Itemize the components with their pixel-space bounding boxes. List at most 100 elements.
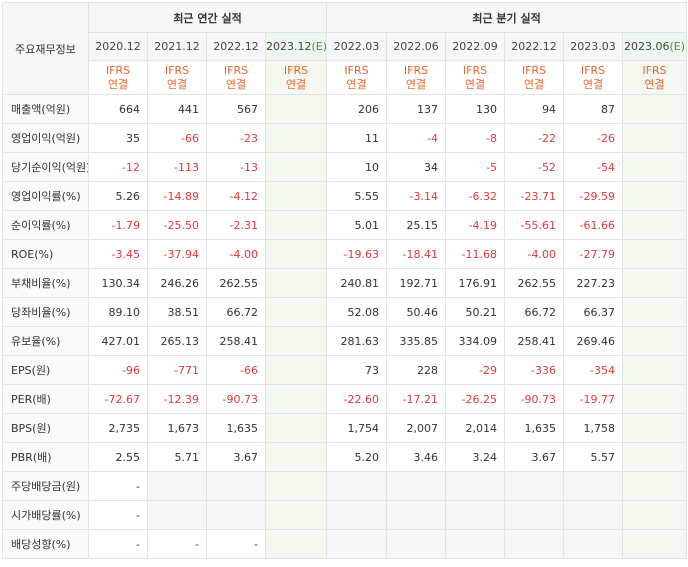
data-cell: -25.50	[147, 210, 207, 240]
data-cell: -90.73	[206, 384, 266, 414]
data-cell	[622, 239, 688, 269]
data-cell: -19.63	[326, 239, 388, 269]
data-cell	[147, 471, 207, 501]
period-label: 2022.06	[393, 40, 439, 53]
period-label: 2023.03	[570, 40, 616, 53]
data-cell: 228	[386, 355, 447, 385]
data-cell: -6.32	[445, 181, 506, 211]
data-cell	[504, 500, 565, 530]
data-cell: 1,758	[563, 413, 624, 443]
data-cell: -11.68	[445, 239, 506, 269]
data-cell	[264, 355, 328, 385]
data-cell	[622, 268, 688, 298]
row-label: 순이익률(%)	[2, 210, 89, 240]
data-cell: 265.13	[147, 326, 207, 356]
data-cell: -66	[147, 123, 207, 153]
data-cell: -336	[504, 355, 565, 385]
period-header: 2022.06	[386, 32, 447, 61]
data-cell	[386, 471, 447, 501]
table-row: PBR(배) 2.55 5.71 3.67 5.20 3.46 3.24 3.67 5.57	[2, 442, 688, 472]
data-cell	[386, 529, 447, 559]
ifrs-label: IFRS	[521, 63, 547, 77]
row-label: 영업이익률(%)	[2, 181, 89, 211]
period-header: 2023.03	[563, 32, 624, 61]
data-cell: 50.46	[386, 297, 447, 327]
consolidated-label: 연결	[405, 77, 427, 91]
period-header: 2023.12(E)	[264, 32, 328, 61]
data-cell: 130	[445, 94, 506, 124]
data-cell	[264, 210, 328, 240]
data-cell	[504, 529, 565, 559]
data-cell: 5.55	[326, 181, 388, 211]
ifrs-label: IFRS	[403, 63, 429, 77]
data-cell: 52.08	[326, 297, 388, 327]
data-cell	[264, 529, 328, 559]
data-cell: -12.39	[147, 384, 207, 414]
period-header: 2023.06(E)	[622, 32, 688, 61]
data-cell: 5.26	[88, 181, 148, 211]
row-label: 주당배당금(원)	[2, 471, 89, 501]
period-label: 2022.09	[452, 40, 498, 53]
row-label: 매출액(억원)	[2, 94, 89, 124]
data-cell	[445, 471, 506, 501]
data-cell	[622, 297, 688, 327]
data-cell: -96	[88, 355, 148, 385]
table-row: 배당성향(%) - - -	[2, 529, 688, 559]
table-row: ROE(%) -3.45 -37.94 -4.00 -19.63 -18.41 -11.68…	[2, 239, 688, 269]
data-cell: 176.91	[445, 268, 506, 298]
data-cell: 87	[563, 94, 624, 124]
data-cell: 3.67	[504, 442, 565, 472]
data-cell: 334.09	[445, 326, 506, 356]
data-cell	[264, 181, 328, 211]
data-cell: -	[88, 529, 148, 559]
data-cell: 3.67	[206, 442, 266, 472]
data-cell: -113	[147, 152, 207, 182]
data-cell	[504, 471, 565, 501]
data-cell: 335.85	[386, 326, 447, 356]
data-cell	[264, 297, 328, 327]
data-cell: 2,735	[88, 413, 148, 443]
period-label: 2023.12	[266, 40, 312, 53]
data-cell	[622, 181, 688, 211]
consolidated-label: 연결	[582, 77, 604, 91]
data-cell: -54	[563, 152, 624, 182]
data-cell	[264, 471, 328, 501]
data-cell: 1,754	[326, 413, 388, 443]
accounting-standard: IFRS 연결	[622, 60, 688, 95]
data-cell: -27.79	[563, 239, 624, 269]
data-cell: 240.81	[326, 268, 388, 298]
data-cell: -	[206, 529, 266, 559]
data-cell: -23	[206, 123, 266, 153]
data-cell: -14.89	[147, 181, 207, 211]
data-cell	[622, 529, 688, 559]
data-cell: 2,007	[386, 413, 447, 443]
data-cell	[622, 413, 688, 443]
data-cell: -	[88, 471, 148, 501]
ifrs-label: IFRS	[462, 63, 488, 77]
accounting-standard: IFRS 연결	[147, 60, 207, 95]
data-cell	[326, 500, 388, 530]
annual-group-header: 최근 연간 실적	[87, 2, 328, 33]
data-cell: -13	[206, 152, 266, 182]
data-cell	[445, 529, 506, 559]
data-cell: -4	[386, 123, 447, 153]
data-cell: -4.00	[206, 239, 266, 269]
data-cell: 50.21	[445, 297, 506, 327]
data-cell: 441	[147, 94, 207, 124]
data-cell	[264, 442, 328, 472]
data-cell: 34	[386, 152, 447, 182]
data-cell: 664	[88, 94, 148, 124]
data-cell	[326, 529, 388, 559]
data-cell: 137	[386, 94, 447, 124]
data-cell	[386, 500, 447, 530]
row-label: 시가배당률(%)	[2, 500, 89, 530]
data-cell: -52	[504, 152, 565, 182]
data-cell: -771	[147, 355, 207, 385]
data-cell: -22.60	[326, 384, 388, 414]
data-cell: -23.71	[504, 181, 565, 211]
data-cell: -4.00	[504, 239, 565, 269]
table-row: 순이익률(%) -1.79 -25.50 -2.31 5.01 25.15 -4.19 -55…	[2, 210, 688, 240]
table-header: 주요재무정보 최근 연간 실적 최근 분기 실적 2020.12 2021.12 2…	[2, 2, 688, 95]
data-cell: 258.41	[504, 326, 565, 356]
data-cell	[622, 384, 688, 414]
